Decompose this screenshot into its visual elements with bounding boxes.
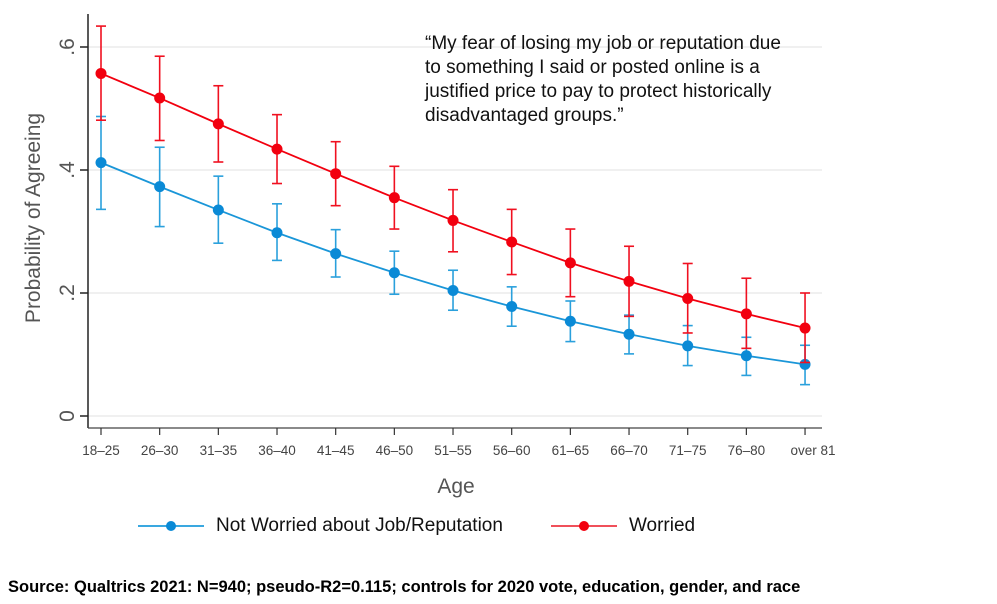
data-point — [740, 308, 752, 320]
x-tick-label: 46–50 — [376, 443, 414, 458]
quote-line: “My fear of losing my job or reputation … — [425, 33, 781, 54]
source-note: Source: Qualtrics 2021: N=940; pseudo-R2… — [8, 578, 801, 596]
legend-key-not-worried — [138, 519, 204, 533]
legend-item-worried: Worried — [550, 515, 696, 537]
y-tick-label: .2 — [56, 284, 79, 302]
y-axis-label: Probability of Agreeing — [22, 113, 45, 323]
y-axis-ticks: 0 .2 .4 .6 — [56, 38, 88, 422]
x-tick-label: 71–75 — [669, 443, 707, 458]
data-point — [212, 204, 224, 216]
quote-line: to something I said or posted online is … — [425, 57, 760, 78]
data-point — [564, 315, 576, 327]
data-point — [799, 358, 811, 370]
data-point — [682, 293, 694, 305]
x-tick-label: 66–70 — [610, 443, 648, 458]
x-tick-label: 51–55 — [434, 443, 472, 458]
legend: Not Worried about Job/Reputation Worried — [138, 515, 743, 537]
legend-key-worried — [550, 519, 617, 533]
x-tick-label: 56–60 — [493, 443, 531, 458]
x-tick-label: 31–35 — [200, 443, 238, 458]
data-point — [740, 350, 752, 362]
series-layer — [95, 25, 811, 386]
y-tick-label: 0 — [56, 410, 79, 422]
y-tick-label: .6 — [56, 38, 79, 56]
legend-item-not-worried: Not Worried about Job/Reputation — [138, 515, 503, 537]
data-point — [271, 227, 283, 239]
x-tick-label: 18–25 — [82, 443, 120, 458]
data-point — [95, 157, 107, 169]
gridlines — [88, 46, 822, 417]
data-point — [623, 328, 635, 340]
data-point — [623, 275, 635, 287]
data-point — [506, 236, 518, 248]
x-tick-label: 61–65 — [552, 443, 590, 458]
data-point — [447, 214, 459, 226]
data-point — [154, 181, 166, 193]
data-point — [506, 301, 518, 313]
data-point — [330, 248, 342, 260]
x-tick-label: over 81 — [791, 443, 836, 458]
quote-line: disadvantaged groups.” — [425, 105, 624, 126]
x-tick-label: 26–30 — [141, 443, 179, 458]
data-point — [330, 168, 342, 180]
data-point — [388, 192, 400, 204]
legend-label: Not Worried about Job/Reputation — [216, 515, 503, 536]
data-point — [271, 143, 283, 155]
x-tick-label: 36–40 — [258, 443, 296, 458]
data-point — [682, 340, 694, 352]
data-point — [447, 285, 459, 297]
data-point — [799, 322, 811, 334]
quote-annotation: “My fear of losing my job or reputation … — [425, 32, 845, 128]
x-tick-label: 76–80 — [728, 443, 766, 458]
data-point — [154, 92, 166, 104]
data-point — [388, 267, 400, 279]
x-tick-label: 41–45 — [317, 443, 355, 458]
data-point — [95, 67, 107, 79]
data-point — [212, 118, 224, 130]
series-worried — [95, 25, 811, 364]
y-tick-label: .4 — [56, 161, 79, 179]
quote-line: justified price to pay to protect histor… — [425, 81, 772, 102]
data-point — [564, 257, 576, 269]
x-axis-ticks: 18–25 26–30 31–35 36–40 41–45 46–50 51–55 56–60… — [82, 428, 836, 458]
legend-label: Worried — [628, 515, 696, 536]
x-axis-label: Age — [437, 475, 474, 498]
axes — [87, 14, 822, 429]
